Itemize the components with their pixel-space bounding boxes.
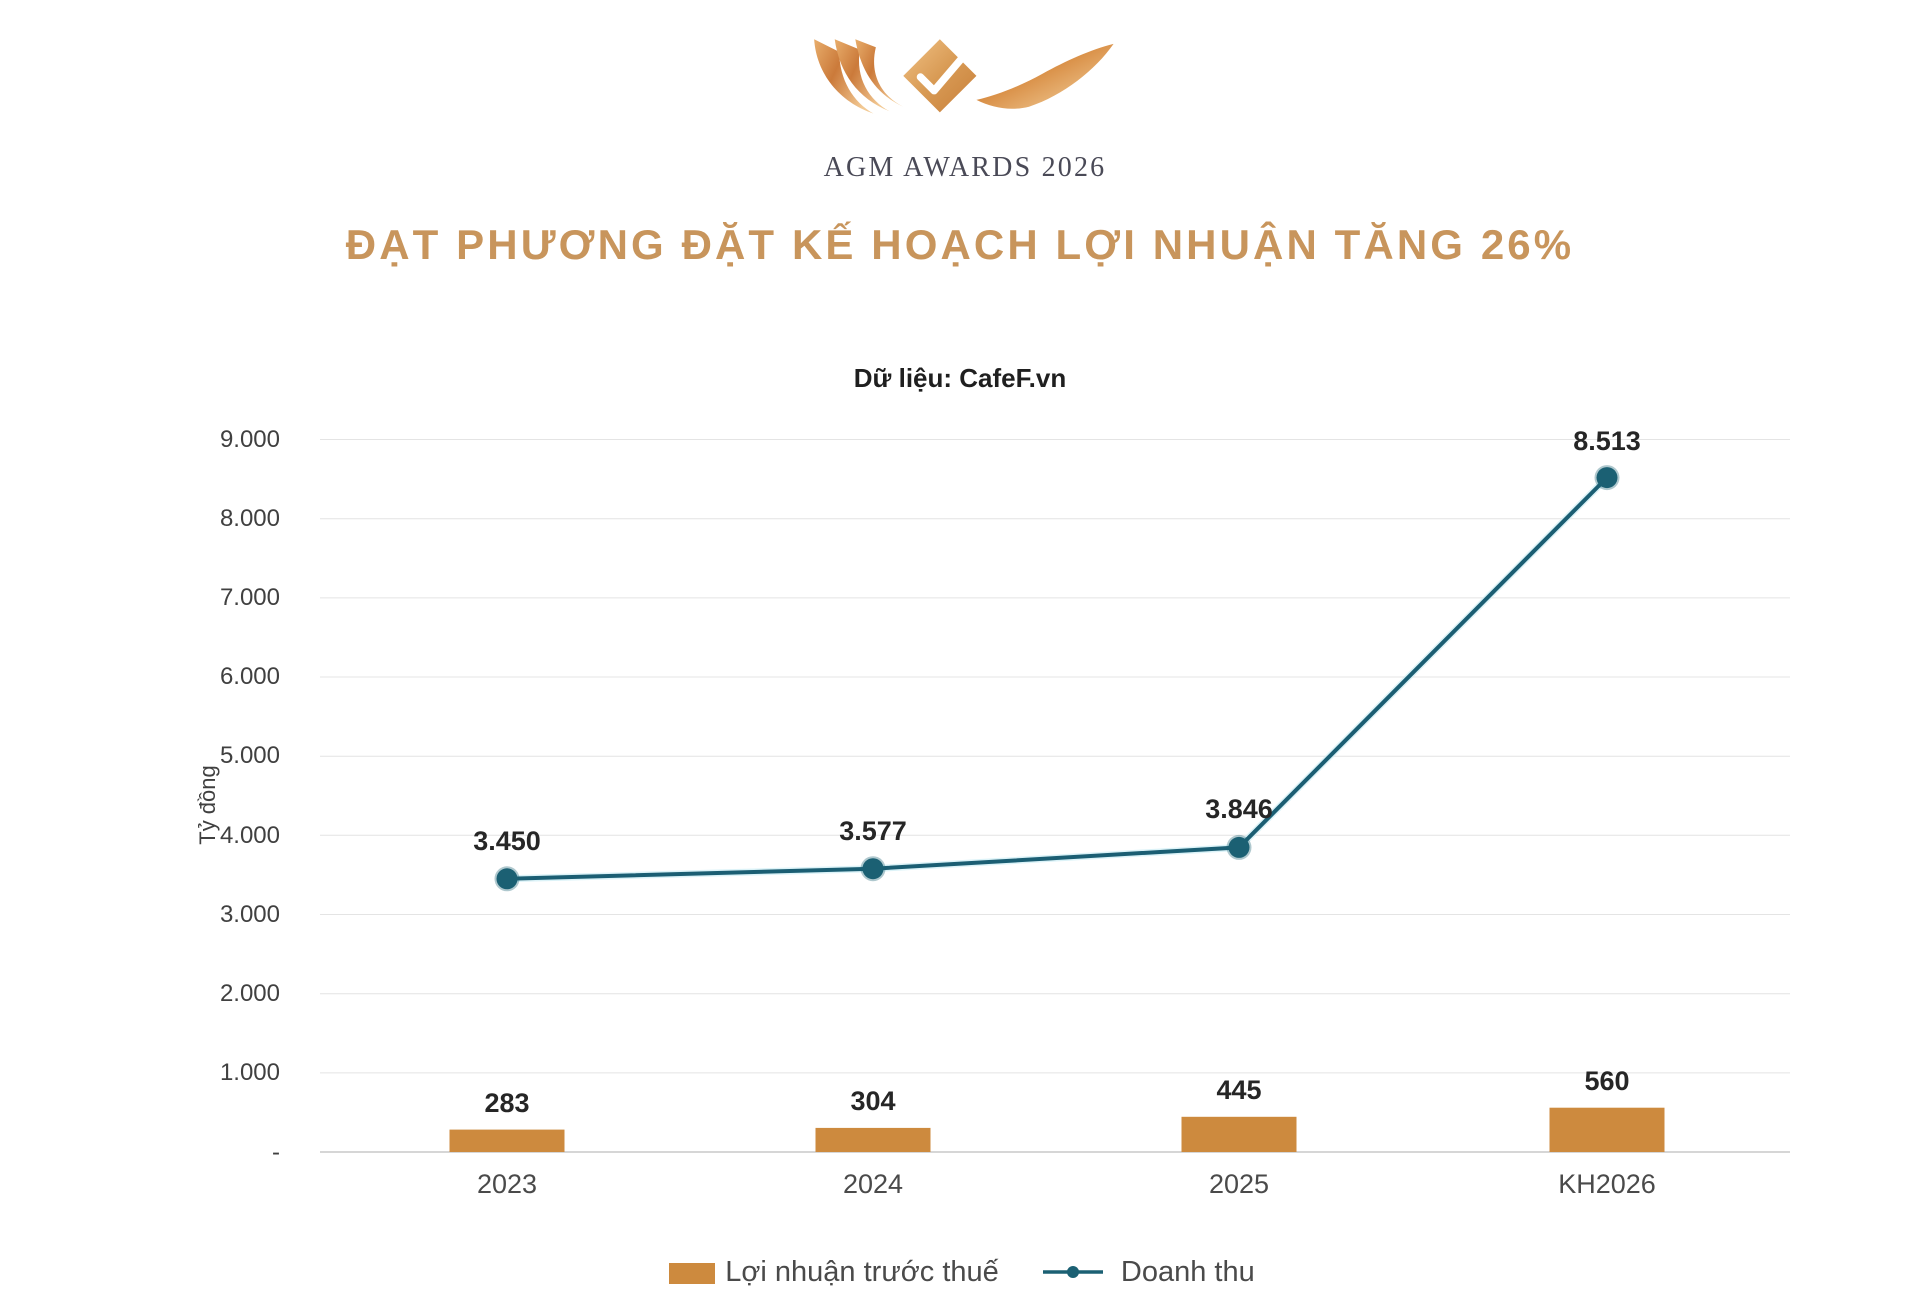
svg-text:Tỷ đồng: Tỷ đồng: [195, 765, 220, 845]
svg-text:3.577: 3.577: [839, 816, 907, 846]
svg-text:3.450: 3.450: [473, 826, 541, 856]
svg-text:1.000: 1.000: [220, 1059, 280, 1086]
svg-text:3.846: 3.846: [1205, 794, 1273, 824]
svg-text:2.000: 2.000: [220, 980, 280, 1007]
svg-text:8.513: 8.513: [1573, 426, 1641, 456]
svg-text:4.000: 4.000: [220, 822, 280, 849]
svg-text:445: 445: [1216, 1075, 1261, 1105]
svg-text:2025: 2025: [1209, 1169, 1269, 1199]
svg-text:KH2026: KH2026: [1558, 1169, 1656, 1199]
svg-text:2024: 2024: [843, 1169, 903, 1199]
svg-text:8.000: 8.000: [220, 505, 280, 532]
svg-text:5.000: 5.000: [220, 742, 280, 769]
svg-text:9.000: 9.000: [220, 426, 280, 453]
svg-text:283: 283: [484, 1088, 529, 1118]
svg-text:560: 560: [1584, 1066, 1629, 1096]
svg-text:2023: 2023: [477, 1169, 537, 1199]
svg-text:7.000: 7.000: [220, 584, 280, 611]
svg-text:3.000: 3.000: [220, 901, 280, 928]
svg-text:-: -: [272, 1139, 280, 1166]
svg-text:6.000: 6.000: [220, 663, 280, 690]
svg-text:304: 304: [850, 1086, 895, 1116]
